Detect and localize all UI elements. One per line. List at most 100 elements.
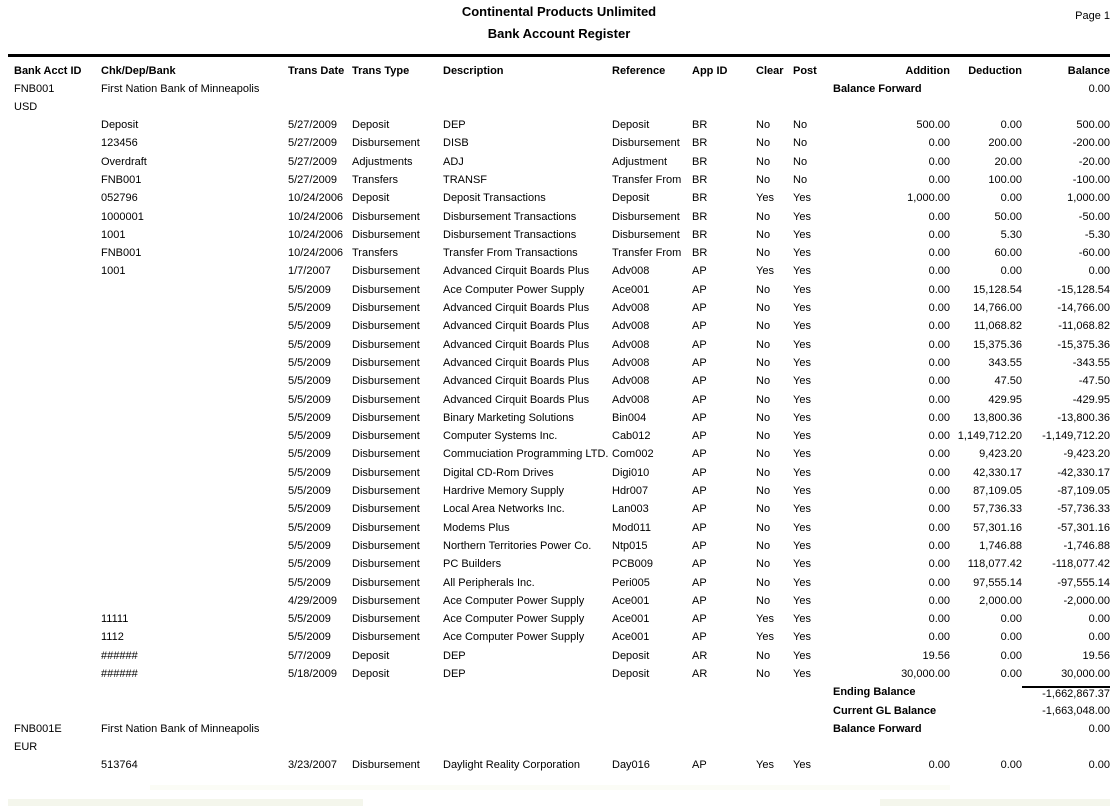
table-row: 5/5/2009 Disbursement Advanced Cirquit Boa… (0, 318, 1110, 336)
cell-deduction: 15,375.36 (973, 338, 1022, 351)
cell-post: Yes (793, 228, 811, 241)
cell-reference: Digi010 (612, 466, 650, 479)
cell-balance: -1,149,712.20 (1042, 430, 1110, 443)
cell-clear: No (756, 411, 771, 424)
cell-description: Ace Computer Power Supply (443, 594, 585, 607)
cell-addition: 0.00 (928, 466, 950, 479)
cell-app-id: AP (692, 302, 707, 315)
currency-row: USD (0, 98, 1110, 116)
cell-clear: No (756, 210, 771, 223)
table-row: 5/5/2009 Disbursement Advanced Cirquit Boa… (0, 300, 1110, 318)
cell-trans-date: 1/7/2007 (288, 265, 331, 278)
cell-trans-date: 10/24/2006 (288, 228, 344, 241)
cell-trans-date: 5/27/2009 (288, 155, 337, 168)
cell-clear: No (756, 539, 771, 552)
cell-addition: 0.00 (928, 247, 950, 260)
cell-clear: No (756, 375, 771, 388)
cell-balance: -2,000.00 (1063, 594, 1110, 607)
cell-description: DEP (443, 119, 466, 132)
cell-post: No (793, 119, 808, 132)
cell-trans-type: Disbursement (352, 137, 420, 150)
cell-balance: -9,423.20 (1063, 448, 1110, 461)
cell-app-id: AP (692, 375, 707, 388)
table-row: 5/5/2009 Disbursement Computer Systems Inc… (0, 428, 1110, 446)
cell-reference: Adv008 (612, 320, 650, 333)
cell-addition: 0.00 (928, 448, 950, 461)
table-row: FNB001 5/27/2009 Transfers TRANSF Transfer F… (0, 171, 1110, 189)
cell-app-id: AP (692, 485, 707, 498)
cell-reference: PCB009 (612, 558, 653, 571)
cell-post: Yes (793, 613, 811, 626)
cell-addition: 0.00 (928, 393, 950, 406)
cell-post: Yes (793, 631, 811, 644)
cell-trans-date: 5/5/2009 (288, 558, 331, 571)
cell-deduction: 20.00 (994, 155, 1022, 168)
cell-addition: 0.00 (928, 594, 950, 607)
total-value: -1,663,048.00 (1042, 704, 1110, 717)
cell-deduction: 57,301.16 (973, 521, 1022, 534)
cell-deduction: 0.00 (1000, 265, 1022, 278)
cell-reference: Disbursement (612, 137, 680, 150)
cell-trans-type: Disbursement (352, 521, 420, 534)
cell-trans-date: 5/5/2009 (288, 485, 331, 498)
cell-trans-type: Disbursement (352, 320, 420, 333)
cell-balance: -15,375.36 (1057, 338, 1110, 351)
cell-description: Advanced Cirquit Boards Plus (443, 302, 590, 315)
cell-description: Deposit Transactions (443, 192, 546, 205)
cell-trans-type: Disbursement (352, 265, 420, 278)
cell-trans-type: Disbursement (352, 576, 420, 589)
cell-deduction: 47.50 (994, 375, 1022, 388)
cell-reference: Adv008 (612, 375, 650, 388)
column-header-addition: Addition (905, 65, 950, 77)
table-rows: FNB001 First Nation Bank of Minneapolis Ba… (0, 80, 1118, 775)
cell-addition: 0.00 (928, 430, 950, 443)
cell-clear: No (756, 521, 771, 534)
total-label: Current GL Balance (833, 704, 937, 717)
cell-currency-code: EUR (14, 741, 38, 754)
cell-deduction: 97,555.14 (973, 576, 1022, 589)
cell-post: Yes (793, 594, 811, 607)
cell-trans-date: 5/27/2009 (288, 137, 337, 150)
cell-trans-type: Disbursement (352, 466, 420, 479)
cell-deduction: 50.00 (994, 210, 1022, 223)
cell-trans-date: 5/5/2009 (288, 411, 331, 424)
cell-clear: No (756, 594, 771, 607)
cell-trans-type: Disbursement (352, 210, 420, 223)
cell-addition: 0.00 (928, 576, 950, 589)
cell-deduction: 0.00 (1000, 119, 1022, 132)
cell-reference: Adv008 (612, 265, 650, 278)
cell-balance: -11,068.82 (1058, 320, 1110, 333)
cell-reference: Peri005 (612, 576, 650, 589)
cell-balance: 1,000.00 (1067, 192, 1110, 205)
cell-addition: 0.00 (928, 503, 950, 516)
cell-post: Yes (793, 338, 811, 351)
cell-reference: Mod011 (612, 521, 651, 534)
cell-reference: Deposit (612, 192, 650, 205)
cell-description: TRANSF (443, 173, 487, 186)
column-header-reference: Reference (612, 65, 666, 77)
cell-bank-name: First Nation Bank of Minneapolis (101, 722, 260, 735)
cell-reference: Lan003 (612, 503, 649, 516)
total-row: Current GL Balance -1,663,048.00 (0, 702, 1110, 720)
table-row: 5/5/2009 Disbursement Hardrive Memory Supp… (0, 483, 1110, 501)
cell-trans-type: Disbursement (352, 228, 420, 241)
cell-trans-type: Disbursement (352, 393, 420, 406)
cell-app-id: AR (692, 668, 708, 680)
cell-deduction: 13,800.36 (973, 411, 1022, 424)
cell-clear: No (756, 228, 771, 241)
cell-deduction: 0.00 (1000, 613, 1022, 626)
cell-post: Yes (793, 503, 811, 516)
table-row: 123456 5/27/2009 Disbursement DISB Disbursem… (0, 135, 1110, 153)
cell-description: Advanced Cirquit Boards Plus (443, 338, 590, 351)
cell-post: Yes (793, 448, 811, 461)
cell-balance: 0.00 (1088, 631, 1110, 644)
header-rule (8, 54, 1110, 57)
cell-post: Yes (793, 521, 811, 534)
column-header-bank-acct-id: Bank Acct ID (14, 65, 82, 77)
cell-app-id: AP (692, 393, 707, 406)
cell-chk-dep-bank: 123456 (101, 137, 138, 150)
cell-balance: -42,330.17 (1057, 466, 1110, 479)
cell-post: Yes (793, 649, 811, 662)
cell-description: DEP (443, 649, 466, 662)
table-row: 5/5/2009 Disbursement Advanced Cirquit Boa… (0, 336, 1110, 354)
